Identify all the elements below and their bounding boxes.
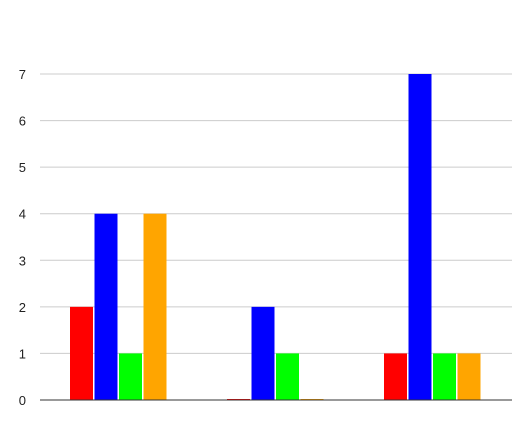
bar-group-1-series-1 [70, 306, 93, 400]
bar-group-3-series-3 [433, 353, 456, 400]
bars [70, 74, 481, 400]
y-tick-label: 3 [19, 253, 26, 268]
y-axis-ticks: 0 1 2 3 4 5 6 7 [19, 67, 26, 408]
y-tick-label: 1 [19, 346, 26, 361]
bar-group-2-series-3 [276, 353, 299, 400]
bar-group-1-series-4 [143, 213, 167, 400]
y-tick-label: 0 [19, 393, 26, 408]
y-tick-label: 6 [19, 114, 26, 129]
bar-group-2-series-2 [251, 306, 275, 400]
bar-group-1-series-3 [119, 353, 142, 400]
bar-group-3-series-2 [408, 74, 432, 400]
y-tick-label: 4 [19, 207, 26, 222]
bar-group-3-series-4 [457, 353, 481, 400]
y-tick-label: 2 [19, 300, 26, 315]
gridlines [40, 73, 512, 354]
y-tick-label: 7 [19, 67, 26, 82]
bar-group-1-series-2 [94, 213, 118, 400]
y-tick-label: 5 [19, 160, 26, 175]
bar-group-3-series-1 [384, 353, 407, 400]
